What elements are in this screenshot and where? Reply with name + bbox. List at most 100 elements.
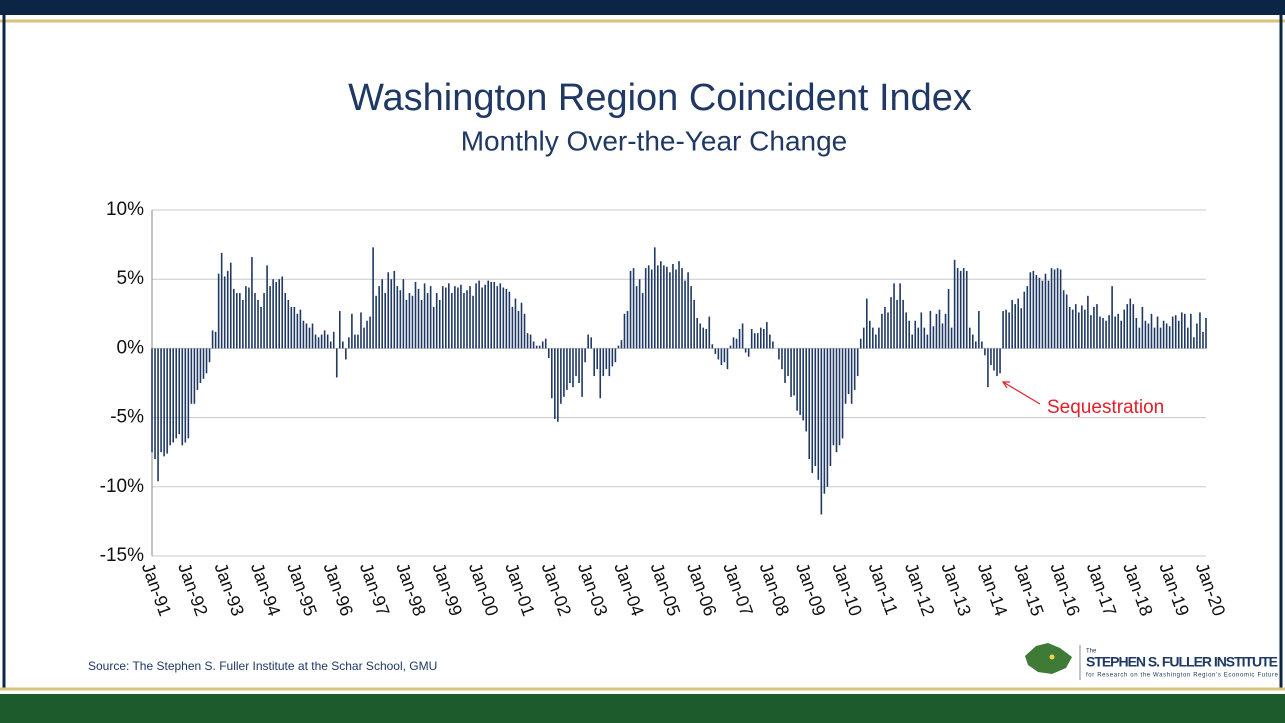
bar bbox=[1147, 323, 1150, 349]
bar bbox=[181, 348, 184, 446]
bar bbox=[163, 348, 165, 457]
bar bbox=[329, 341, 332, 349]
bar bbox=[650, 269, 653, 349]
bar bbox=[638, 279, 641, 349]
bar bbox=[887, 312, 889, 349]
bar bbox=[1193, 337, 1195, 349]
bar bbox=[193, 348, 196, 404]
bar bbox=[978, 311, 980, 349]
bar bbox=[984, 348, 986, 356]
bar bbox=[693, 299, 695, 349]
bar bbox=[287, 299, 290, 349]
bar bbox=[266, 265, 268, 349]
y-tick-label: 5% bbox=[117, 268, 145, 289]
bar bbox=[944, 313, 947, 349]
bar bbox=[881, 313, 883, 349]
bar bbox=[617, 345, 620, 349]
bar bbox=[935, 313, 938, 349]
bar bbox=[451, 293, 453, 349]
bar bbox=[417, 288, 420, 349]
bar bbox=[502, 287, 505, 349]
bar bbox=[1032, 270, 1035, 349]
logo-name: STEPHEN S. FULLER INSTITUTE bbox=[1086, 654, 1278, 670]
bar bbox=[629, 270, 632, 349]
bar bbox=[708, 316, 711, 349]
logo-map bbox=[1025, 643, 1072, 674]
bar bbox=[690, 286, 692, 349]
bar bbox=[817, 348, 820, 480]
x-tick-label: Jan-04 bbox=[610, 560, 648, 619]
bar bbox=[711, 344, 714, 349]
bar bbox=[1159, 327, 1162, 349]
bar bbox=[853, 348, 856, 390]
bar bbox=[763, 329, 765, 349]
bar bbox=[314, 334, 317, 349]
annotation: Sequestration bbox=[1047, 397, 1164, 418]
bar bbox=[766, 322, 768, 349]
bar bbox=[1008, 312, 1010, 349]
bar bbox=[981, 341, 983, 349]
bar bbox=[505, 288, 508, 349]
bar bbox=[599, 348, 602, 399]
bar bbox=[372, 247, 374, 349]
bar bbox=[157, 348, 159, 482]
bar bbox=[841, 348, 844, 439]
bar bbox=[278, 279, 281, 349]
bar bbox=[317, 337, 320, 349]
bar bbox=[820, 348, 823, 515]
bar bbox=[923, 327, 926, 349]
x-tick-label: Jan-05 bbox=[647, 560, 685, 619]
bar bbox=[296, 313, 299, 349]
x-tick-label: Jan-18 bbox=[1119, 560, 1157, 619]
bar bbox=[1171, 316, 1174, 349]
bar bbox=[408, 293, 411, 349]
bar bbox=[769, 334, 771, 349]
bar bbox=[808, 348, 811, 460]
bar bbox=[1084, 309, 1086, 349]
bar bbox=[411, 295, 414, 349]
bar bbox=[911, 334, 914, 349]
bar bbox=[1138, 327, 1141, 349]
bar bbox=[805, 348, 808, 432]
bar bbox=[435, 293, 438, 349]
bar bbox=[275, 281, 277, 349]
y-tick-label: 0% bbox=[117, 337, 145, 358]
bar bbox=[1047, 280, 1050, 349]
bar bbox=[572, 348, 574, 388]
bar bbox=[726, 348, 729, 370]
bar bbox=[684, 280, 686, 349]
bar bbox=[666, 266, 668, 349]
bar bbox=[635, 286, 638, 349]
x-tick-label: Jan-98 bbox=[392, 560, 430, 619]
bar bbox=[1053, 269, 1056, 349]
bar bbox=[823, 348, 826, 494]
bar bbox=[714, 348, 717, 354]
x-tick-label: Jan-93 bbox=[210, 560, 248, 619]
bar bbox=[590, 337, 592, 349]
bar bbox=[1132, 304, 1135, 349]
y-tick-label: -10% bbox=[100, 476, 144, 497]
bar bbox=[1011, 299, 1013, 349]
bar bbox=[396, 286, 399, 349]
bar bbox=[623, 313, 626, 349]
bar bbox=[166, 348, 168, 454]
bar bbox=[1041, 280, 1044, 349]
bar bbox=[778, 348, 780, 360]
bar bbox=[865, 298, 868, 349]
bar bbox=[351, 313, 353, 349]
bar bbox=[596, 348, 599, 370]
bar bbox=[251, 257, 253, 349]
bar bbox=[387, 272, 390, 349]
bar bbox=[1129, 298, 1132, 349]
bar bbox=[575, 348, 577, 377]
bar bbox=[1196, 323, 1198, 349]
bar bbox=[1165, 323, 1168, 349]
bar bbox=[1105, 320, 1107, 349]
bar bbox=[1114, 316, 1116, 349]
bar bbox=[263, 293, 265, 349]
bar bbox=[1199, 312, 1201, 349]
x-tick-label: Jan-08 bbox=[756, 560, 794, 619]
bar bbox=[554, 348, 556, 419]
source: Source: The Stephen S. Fuller Institute … bbox=[88, 659, 437, 673]
